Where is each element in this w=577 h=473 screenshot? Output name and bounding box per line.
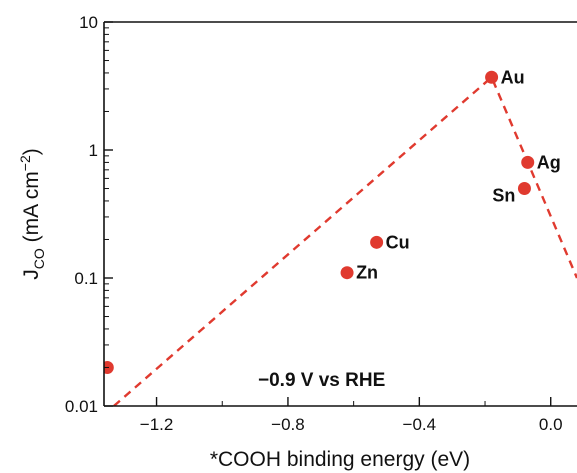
data-point [517,182,531,196]
y-tick-label: 1 [89,141,98,160]
point-label: Au [501,67,525,87]
y-tick-label: 0.01 [65,397,98,416]
y-axis-title: JCO (mA cm−2) [17,148,47,279]
x-axis-title: *COOH binding energy (eV) [210,448,470,471]
y-tick-label: 10 [79,13,98,32]
point-labels-group: Zn Cu Au Ag Sn [356,67,561,282]
point-label: Ag [537,152,561,172]
data-point [370,235,384,249]
y-axis-title-sup: −2 [17,155,33,171]
y-axis-title-rest: (mA cm [20,171,43,248]
annotation-text: −0.9 V vs RHE [258,370,385,391]
y-axis-title-sub: CO [31,248,47,269]
axes-group: 0.01 0.1 1 10 −1.2 −0.8 −0.4 0.0 [65,13,577,434]
point-label: Zn [356,263,378,283]
data-point [485,70,499,84]
x-tick-label: 0.0 [539,415,563,434]
point-label: Sn [492,186,515,206]
x-tick-label: −1.2 [140,415,174,434]
trend-line [113,75,577,406]
data-points-group [104,70,535,374]
y-tick-label: 0.1 [74,269,98,288]
point-label: Cu [386,232,410,252]
y-axis-title-close: ) [20,148,43,155]
x-tick-label: −0.4 [403,415,437,434]
data-point [521,155,535,169]
x-tick-label: −0.8 [271,415,305,434]
trend-line-group [113,75,577,406]
y-axis-title-main: J [20,269,43,280]
data-point [340,266,354,280]
